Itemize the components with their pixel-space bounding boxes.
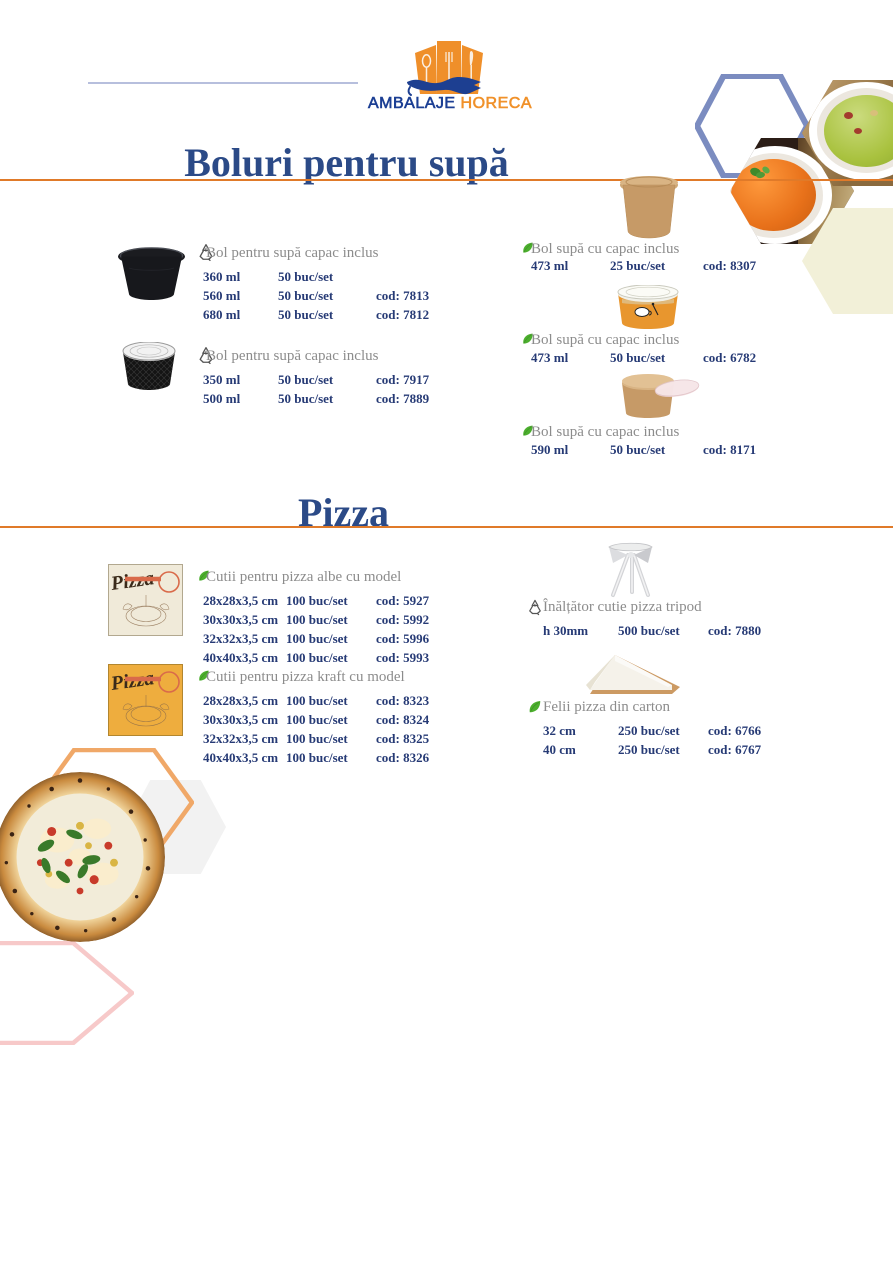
svg-text:5: 5	[534, 604, 536, 608]
